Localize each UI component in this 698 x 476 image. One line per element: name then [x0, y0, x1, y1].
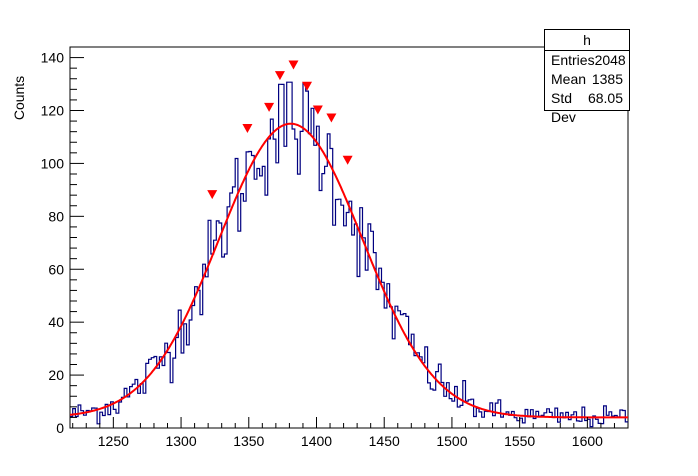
fit-curve [69, 122, 628, 419]
y-axis-label: Counts [11, 76, 27, 120]
peak-marker [274, 71, 285, 81]
y-tick-label: 100 [41, 155, 65, 171]
stats-value: 68.05 [587, 90, 623, 106]
peak-marker [302, 81, 313, 91]
stats-row-mean: Mean 1385 [545, 70, 629, 89]
stats-label: Entries [551, 52, 595, 68]
x-axis: 1250 1300 1350 1400 1450 1500 1550 1600 [72, 417, 629, 449]
histogram-line [70, 81, 628, 428]
peak-marker [312, 105, 323, 115]
peak-marker [288, 60, 299, 70]
x-tick-label: 1450 [369, 433, 400, 449]
x-tick-label: 1250 [98, 433, 129, 449]
y-axis: 0 20 40 60 80 100 120 140 [41, 46, 84, 436]
y-tick-label: 0 [56, 420, 64, 436]
stats-label: Std Dev [551, 90, 576, 125]
y-tick-label: 80 [48, 208, 64, 224]
y-tick-label: 60 [48, 261, 64, 277]
x-tick-label: 1600 [572, 433, 603, 449]
stats-row-entries: Entries 2048 [545, 51, 629, 70]
x-tick-label: 1300 [165, 433, 196, 449]
stats-value: 1385 [591, 71, 623, 87]
stats-row-stddev: Std Dev 68.05 [545, 89, 629, 125]
stats-title: h [545, 30, 629, 51]
y-tick-label: 20 [48, 367, 64, 383]
peak-marker [326, 113, 337, 123]
stats-label: Mean [551, 71, 587, 87]
stats-box: h Entries 2048 Mean 1385 Std Dev 68.05 [544, 29, 630, 125]
x-tick-label: 1500 [436, 433, 467, 449]
peak-marker [342, 155, 353, 165]
x-tick-label: 1550 [504, 433, 535, 449]
fit-curve-group [69, 122, 628, 419]
peak-marker [264, 102, 275, 112]
y-tick-label: 40 [48, 314, 64, 330]
stats-value: 2048 [594, 52, 626, 68]
x-tick-label: 1350 [233, 433, 264, 449]
y-tick-label: 140 [41, 50, 65, 66]
y-tick-label: 120 [41, 103, 65, 119]
x-tick-label: 1400 [301, 433, 332, 449]
peak-markers [207, 60, 353, 200]
peak-marker [242, 124, 253, 134]
peak-marker [207, 190, 218, 200]
plot-frame [69, 46, 629, 429]
histogram-bins [70, 81, 628, 428]
